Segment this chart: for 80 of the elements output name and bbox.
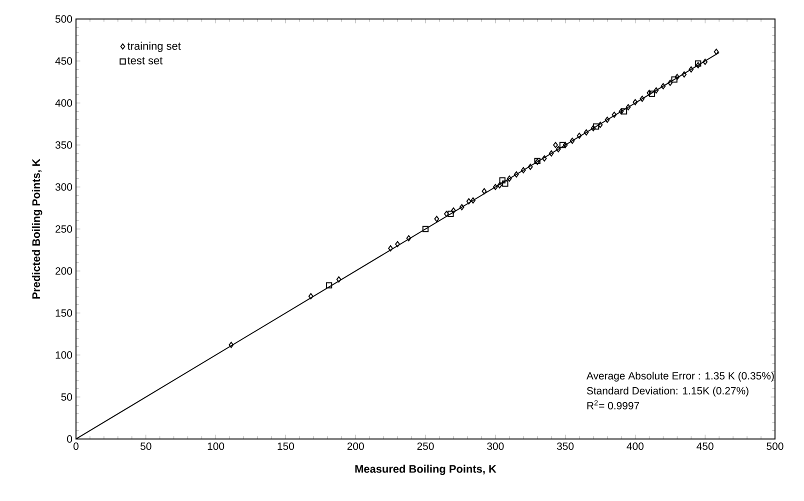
- annotation: R$^{2}$= 0.9997: [587, 400, 640, 410]
- x-axis-title: Measured Boiling Points, K: [355, 464, 496, 476]
- point: [528, 164, 533, 170]
- point: [562, 142, 568, 148]
- x-tick-label: 500: [766, 442, 784, 450]
- point: [326, 282, 332, 288]
- point: [570, 138, 575, 144]
- y-tick-label: 300: [55, 183, 72, 191]
- point: [646, 90, 652, 96]
- point: [702, 58, 708, 65]
- point: [395, 241, 400, 248]
- x-tick-label: 150: [278, 442, 294, 450]
- point: [459, 204, 464, 210]
- point: [482, 188, 487, 194]
- annotation: Standard Deviation: 1.15K (0.27%): [586, 386, 748, 397]
- point: [632, 99, 638, 106]
- x-tick-label: 50: [140, 442, 152, 450]
- x-tick-label: 250: [417, 442, 434, 450]
- y-tick-label: 100: [56, 351, 72, 359]
- point: [671, 76, 678, 83]
- point: [466, 198, 472, 204]
- point: [514, 171, 519, 178]
- legend-label: test set: [128, 57, 163, 64]
- point: [640, 96, 645, 102]
- point: [434, 216, 440, 222]
- point: [492, 184, 498, 190]
- annotation: Average Absolute Error : 1.35 K (0.35%): [586, 372, 774, 382]
- point: [444, 210, 449, 217]
- point: [228, 342, 234, 348]
- x-tick-label: 200: [347, 442, 364, 450]
- point: [422, 226, 429, 232]
- x-tick-label: 350: [556, 442, 574, 450]
- point: [688, 66, 694, 72]
- point: [612, 112, 617, 118]
- y-tick-label: 150: [56, 309, 72, 317]
- point: [618, 108, 624, 114]
- y-tick-label: 500: [55, 15, 72, 23]
- x-tick-label: 0: [74, 442, 78, 450]
- point: [674, 74, 680, 80]
- point: [542, 155, 547, 162]
- point: [660, 83, 666, 90]
- point: [696, 62, 701, 68]
- x-tick-label: 100: [208, 442, 224, 450]
- x-tick-label: 300: [487, 442, 504, 450]
- point: [308, 293, 314, 300]
- point: [553, 142, 558, 148]
- y-tick-label: 350: [55, 141, 72, 149]
- point: [448, 210, 454, 217]
- y-tick-label: 50: [61, 393, 72, 401]
- point: [406, 235, 412, 242]
- point: [682, 71, 687, 78]
- point: [502, 180, 508, 187]
- point: [654, 87, 659, 94]
- point: [648, 90, 656, 97]
- point: [584, 129, 589, 136]
- point: [598, 122, 603, 128]
- point: [388, 245, 393, 252]
- y-tick-label: 450: [55, 57, 72, 65]
- y-tick-label: 250: [56, 225, 72, 233]
- y-tick-label: 400: [55, 99, 72, 107]
- x-tick-label: 450: [696, 442, 714, 450]
- point: [590, 125, 596, 132]
- point: [620, 108, 628, 114]
- point: [576, 132, 582, 139]
- point: [604, 116, 610, 123]
- point: [336, 276, 342, 282]
- point: [714, 48, 719, 55]
- x-tick-label: 400: [626, 442, 644, 450]
- point: [520, 167, 526, 174]
- point: [506, 176, 512, 182]
- point: [451, 207, 456, 214]
- y-tick-label: 200: [56, 267, 72, 275]
- y-axis-title: Predicted Boiling Points, K: [32, 158, 42, 299]
- point: [548, 150, 554, 156]
- legend-label: training set: [128, 42, 181, 52]
- point: [592, 123, 600, 130]
- point: [695, 60, 702, 67]
- point: [626, 104, 631, 110]
- y-tick-label: 0: [67, 435, 72, 443]
- point: [470, 197, 476, 204]
